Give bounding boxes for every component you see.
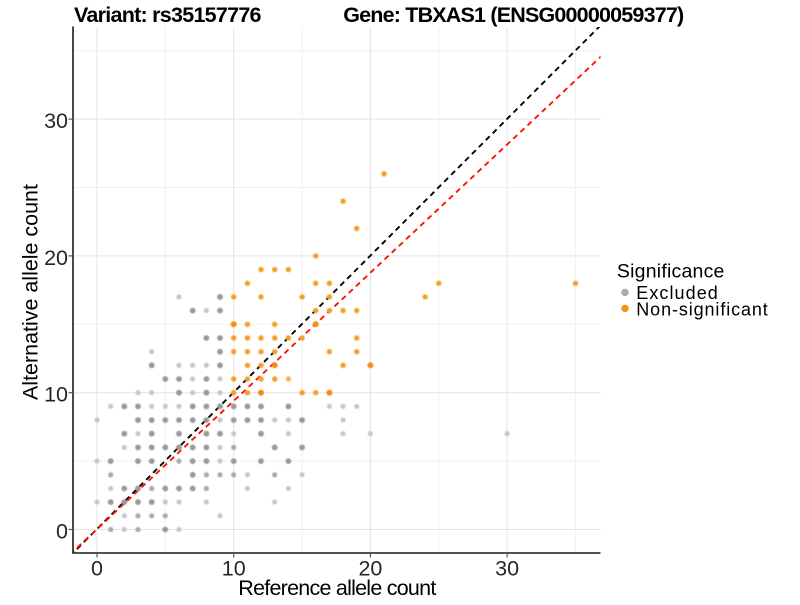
svg-text:10: 10 — [44, 383, 68, 407]
svg-text:30: 30 — [495, 557, 519, 581]
svg-text:Variant: rs35157776: Variant: rs35157776 — [74, 3, 262, 27]
svg-text:20: 20 — [358, 557, 382, 581]
svg-text:Reference allele count: Reference allele count — [238, 576, 436, 600]
svg-text:0: 0 — [91, 557, 103, 581]
svg-text:0: 0 — [56, 519, 68, 543]
svg-text:Alternative allele count: Alternative allele count — [19, 184, 43, 400]
svg-text:30: 30 — [44, 109, 68, 133]
svg-text:10: 10 — [222, 557, 246, 581]
svg-text:Non-significant: Non-significant — [636, 300, 768, 320]
svg-text:Gene: TBXAS1 (ENSG00000059377): Gene: TBXAS1 (ENSG00000059377) — [343, 3, 684, 27]
svg-text:Excluded: Excluded — [636, 283, 718, 303]
svg-text:Significance: Significance — [617, 261, 725, 283]
svg-text:20: 20 — [44, 246, 68, 270]
